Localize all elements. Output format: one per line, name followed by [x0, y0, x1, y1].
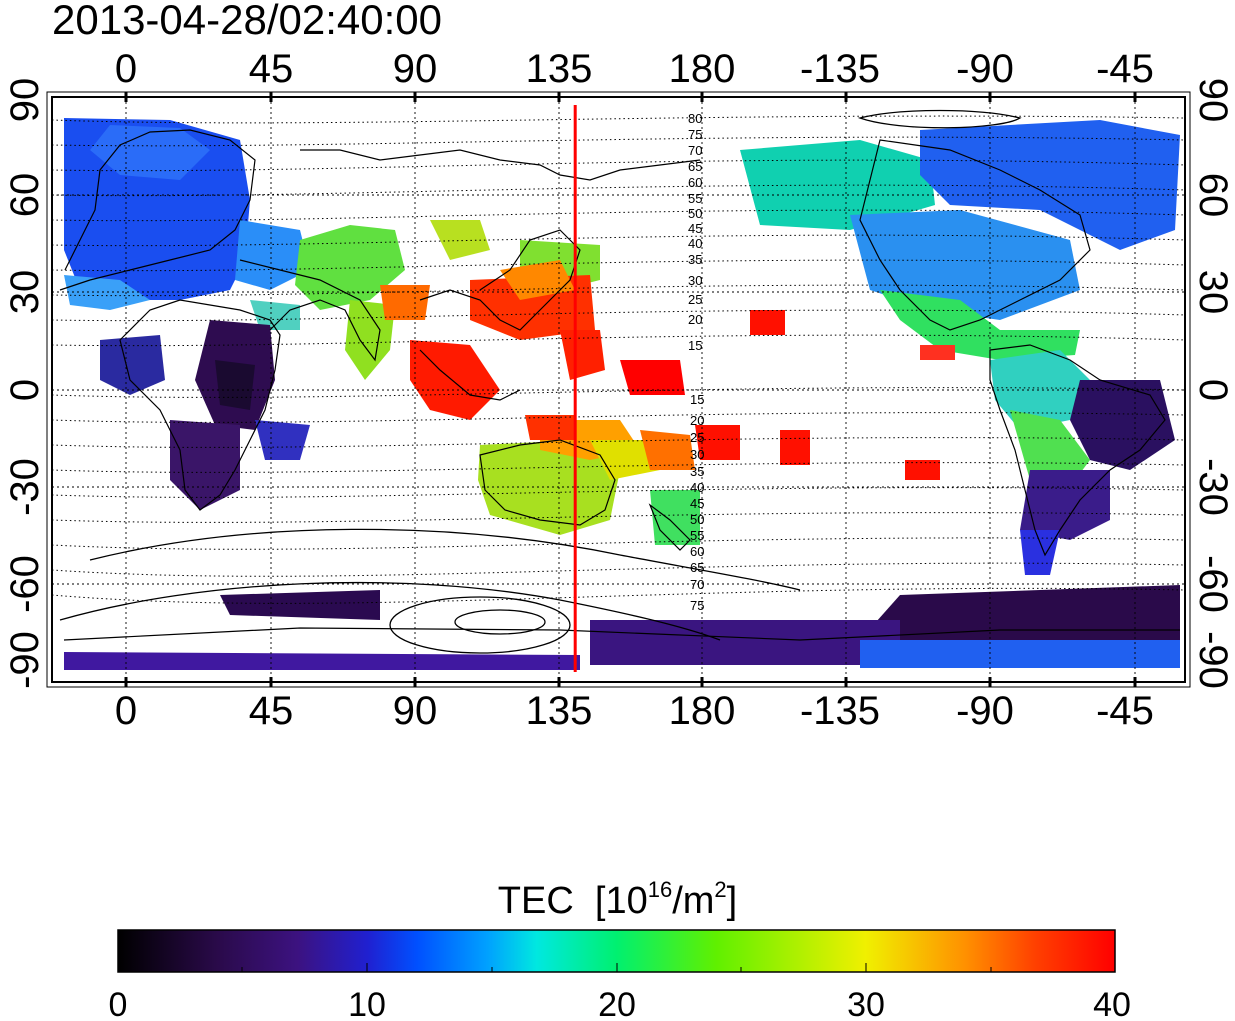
- cbar-label-0: 0: [109, 986, 128, 1021]
- cbar-label-20: 20: [598, 986, 636, 1021]
- contour-label-s70: 70: [690, 577, 704, 592]
- colorbar-unit-exp1: 16: [647, 877, 673, 902]
- frame-ticks: [124, 92, 1137, 687]
- left-lat-minus90: -90: [3, 631, 47, 689]
- contour-label-20: 20: [688, 312, 702, 327]
- contour-label-40: 40: [688, 236, 702, 251]
- contour-label-70: 70: [688, 143, 702, 158]
- contour-label-s65: 65: [690, 560, 704, 575]
- contour-label-45: 45: [688, 221, 702, 236]
- contour-label-50: 50: [688, 206, 702, 221]
- tec-data-layer: [64, 118, 1180, 670]
- colorbar-unit-open: [10: [594, 880, 648, 922]
- magnetic-latitude-contours: [51, 115, 1186, 604]
- contour-label-35: 35: [688, 252, 702, 267]
- bottom-lon-0: 0: [115, 689, 137, 733]
- right-latitude-labels: 90 60 30 0 -30 -60 -90: [1191, 78, 1235, 689]
- bottom-lon-45: 45: [249, 689, 294, 733]
- contour-label-s60: 60: [690, 544, 704, 559]
- top-lon-minus90: -90: [956, 47, 1014, 91]
- contour-label-s40: 40: [690, 480, 704, 495]
- bottom-lon-minus135: -135: [800, 689, 880, 733]
- contour-label-15: 15: [688, 338, 702, 353]
- colorbar-unit-close: ]: [726, 880, 738, 922]
- contour-label-30: 30: [688, 273, 702, 288]
- colorbar-title: TEC [1016/m2]: [0, 868, 1235, 923]
- top-lon-135: 135: [526, 47, 593, 91]
- top-lon-45: 45: [249, 47, 294, 91]
- colorbar-tick-labels: 0 10 20 30 40: [109, 986, 1131, 1021]
- right-lat-minus30: -30: [1191, 458, 1235, 516]
- colorbar-unit-exp2: 2: [714, 877, 727, 902]
- left-lat-60: 60: [3, 173, 47, 218]
- bottom-lon-180: 180: [669, 689, 736, 733]
- contour-label-s45: 45: [690, 496, 704, 511]
- colorbar-quantity: TEC: [497, 880, 574, 922]
- contour-label-s55: 55: [690, 528, 704, 543]
- north-contour-labels: 80 75 70 65 60 55 50 45 40 35 30 25 20 1…: [688, 111, 702, 353]
- contour-label-s75: 75: [690, 598, 704, 613]
- left-lat-30: 30: [3, 270, 47, 315]
- right-lat-0: 0: [1191, 379, 1235, 401]
- bottom-lon-minus45: -45: [1096, 689, 1154, 733]
- left-lat-minus60: -60: [3, 555, 47, 613]
- magnetic-pole-contours: [59, 109, 1022, 654]
- contour-label-s30: 30: [690, 447, 704, 462]
- coastlines: [59, 129, 1180, 641]
- left-lat-minus30: -30: [3, 458, 47, 516]
- contour-label-s50: 50: [690, 512, 704, 527]
- right-lat-30: 30: [1191, 270, 1235, 315]
- contour-label-65: 65: [688, 159, 702, 174]
- top-longitude-labels: 0 45 90 135 180 -135 -90 -45: [115, 47, 1154, 91]
- bottom-lon-90: 90: [393, 689, 438, 733]
- contour-label-s15: 15: [690, 392, 704, 407]
- colorbar-ticks: [241, 963, 992, 972]
- top-lon-90: 90: [393, 47, 438, 91]
- top-lon-0: 0: [115, 47, 137, 91]
- right-lat-minus60: -60: [1191, 555, 1235, 613]
- bottom-lon-minus90: -90: [956, 689, 1014, 733]
- right-lat-90: 90: [1191, 78, 1235, 123]
- colorbar-unit-mid: /m: [672, 880, 715, 922]
- bottom-lon-135: 135: [526, 689, 593, 733]
- graticule: [52, 97, 1185, 682]
- left-latitude-labels: 90 60 30 0 -30 -60 -90: [3, 78, 47, 689]
- bottom-longitude-labels: 0 45 90 135 180 -135 -90 -45: [115, 689, 1154, 733]
- cbar-label-10: 10: [348, 986, 386, 1021]
- contour-label-75: 75: [688, 127, 702, 142]
- contour-label-s20: 20: [690, 413, 704, 428]
- top-lon-180: 180: [669, 47, 736, 91]
- south-contour-labels: 15 20 25 30 35 40 45 50 55 60 65 70 75: [690, 392, 704, 613]
- left-lat-0: 0: [3, 379, 47, 401]
- right-lat-minus90: -90: [1191, 631, 1235, 689]
- contour-label-60: 60: [688, 175, 702, 190]
- right-lat-60: 60: [1191, 173, 1235, 218]
- contour-label-80: 80: [688, 111, 702, 126]
- left-lat-90: 90: [3, 78, 47, 123]
- contour-label-25: 25: [688, 292, 702, 307]
- top-lon-minus45: -45: [1096, 47, 1154, 91]
- cbar-label-30: 30: [847, 986, 885, 1021]
- map-title: 2013-04-28/02:40:00: [52, 0, 442, 43]
- contour-label-s25: 25: [690, 430, 704, 445]
- contour-label-55: 55: [688, 191, 702, 206]
- contour-label-s35: 35: [690, 464, 704, 479]
- top-lon-minus135: -135: [800, 47, 880, 91]
- cbar-label-40: 40: [1093, 986, 1131, 1021]
